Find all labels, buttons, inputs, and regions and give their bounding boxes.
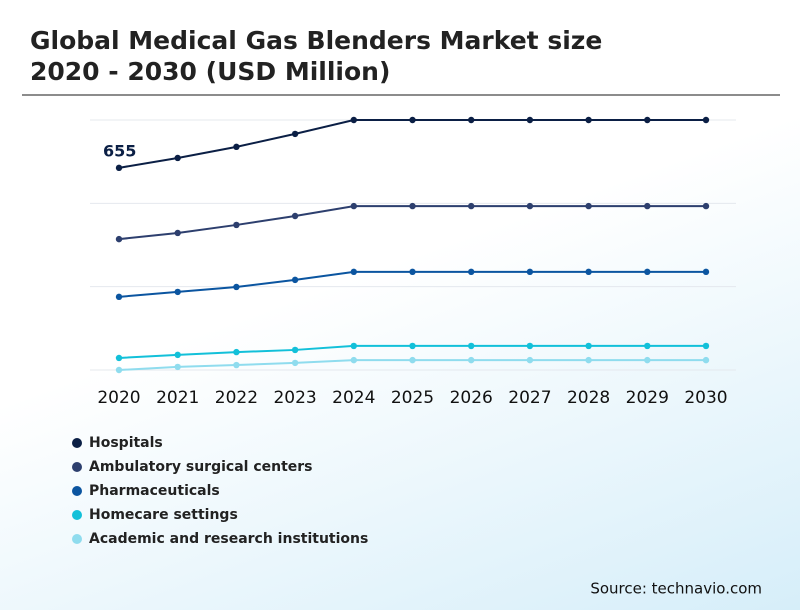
point bbox=[350, 202, 357, 210]
chart-title: 2020 - 2030 (USD Million) bbox=[30, 57, 390, 86]
data-label: 655 bbox=[103, 141, 136, 160]
legend-label: Homecare settings bbox=[89, 507, 238, 523]
point bbox=[702, 268, 710, 276]
point bbox=[174, 229, 181, 237]
point bbox=[585, 342, 592, 350]
legend-marker bbox=[72, 438, 82, 448]
point bbox=[291, 130, 299, 138]
x-tick-label: 2025 bbox=[391, 388, 434, 408]
point bbox=[233, 221, 240, 229]
point bbox=[409, 356, 416, 364]
x-tick-label: 2024 bbox=[332, 388, 375, 408]
point bbox=[291, 359, 299, 367]
point bbox=[174, 154, 181, 162]
x-tick-label: 2023 bbox=[273, 388, 316, 408]
point bbox=[644, 268, 651, 276]
point bbox=[468, 342, 475, 350]
point bbox=[115, 354, 123, 362]
point bbox=[585, 356, 592, 364]
chart-title: Global Medical Gas Blenders Market size bbox=[30, 26, 602, 55]
point bbox=[526, 342, 534, 350]
point bbox=[409, 342, 416, 350]
x-tick-label: 2022 bbox=[215, 388, 258, 408]
point bbox=[291, 276, 299, 284]
legend-label: Hospitals bbox=[89, 435, 163, 451]
point bbox=[585, 268, 592, 276]
point bbox=[702, 356, 710, 364]
point bbox=[115, 293, 123, 301]
point bbox=[174, 288, 181, 296]
point bbox=[409, 202, 416, 210]
point bbox=[644, 342, 651, 350]
series-line bbox=[118, 270, 706, 298]
point bbox=[702, 202, 710, 210]
legend-marker bbox=[72, 462, 82, 472]
legend-marker bbox=[72, 534, 82, 544]
x-tick-label: 2021 bbox=[156, 388, 199, 408]
x-tick-label: 2026 bbox=[450, 388, 493, 408]
x-tick-label: 2020 bbox=[97, 388, 140, 408]
point bbox=[468, 202, 475, 210]
point bbox=[468, 116, 475, 124]
point bbox=[174, 351, 181, 359]
point bbox=[526, 202, 534, 210]
source: Source: technavio.com bbox=[590, 580, 762, 598]
point bbox=[468, 268, 475, 276]
point bbox=[409, 116, 416, 124]
point bbox=[115, 164, 123, 172]
series-line bbox=[118, 205, 706, 241]
x-tick-label: 2029 bbox=[626, 388, 669, 408]
point bbox=[585, 116, 592, 124]
legend-label: Ambulatory surgical centers bbox=[89, 459, 313, 475]
point bbox=[468, 356, 475, 364]
point bbox=[644, 116, 651, 124]
x-tick-label: 2030 bbox=[684, 388, 727, 408]
point bbox=[526, 116, 534, 124]
point bbox=[350, 268, 357, 276]
point bbox=[233, 348, 240, 356]
point bbox=[526, 268, 534, 276]
point bbox=[350, 342, 357, 350]
legend-label: Pharmaceuticals bbox=[89, 483, 220, 499]
legend-marker bbox=[72, 510, 82, 520]
point bbox=[350, 116, 357, 124]
point bbox=[702, 116, 710, 124]
point bbox=[644, 202, 651, 210]
point bbox=[233, 283, 240, 291]
series-line bbox=[118, 119, 706, 169]
point bbox=[291, 346, 299, 354]
point bbox=[115, 235, 123, 243]
point bbox=[291, 212, 299, 220]
x-tick-label: 2027 bbox=[508, 388, 551, 408]
point bbox=[233, 361, 240, 369]
point bbox=[702, 342, 710, 350]
point bbox=[409, 268, 416, 276]
point bbox=[115, 366, 123, 374]
x-tick-label: 2028 bbox=[567, 388, 610, 408]
point bbox=[233, 143, 240, 151]
legend-marker bbox=[72, 486, 82, 496]
point bbox=[585, 202, 592, 210]
point bbox=[644, 356, 651, 364]
point bbox=[174, 363, 181, 371]
legend-label: Academic and research institutions bbox=[89, 531, 368, 547]
point bbox=[526, 356, 534, 364]
point bbox=[350, 356, 357, 364]
